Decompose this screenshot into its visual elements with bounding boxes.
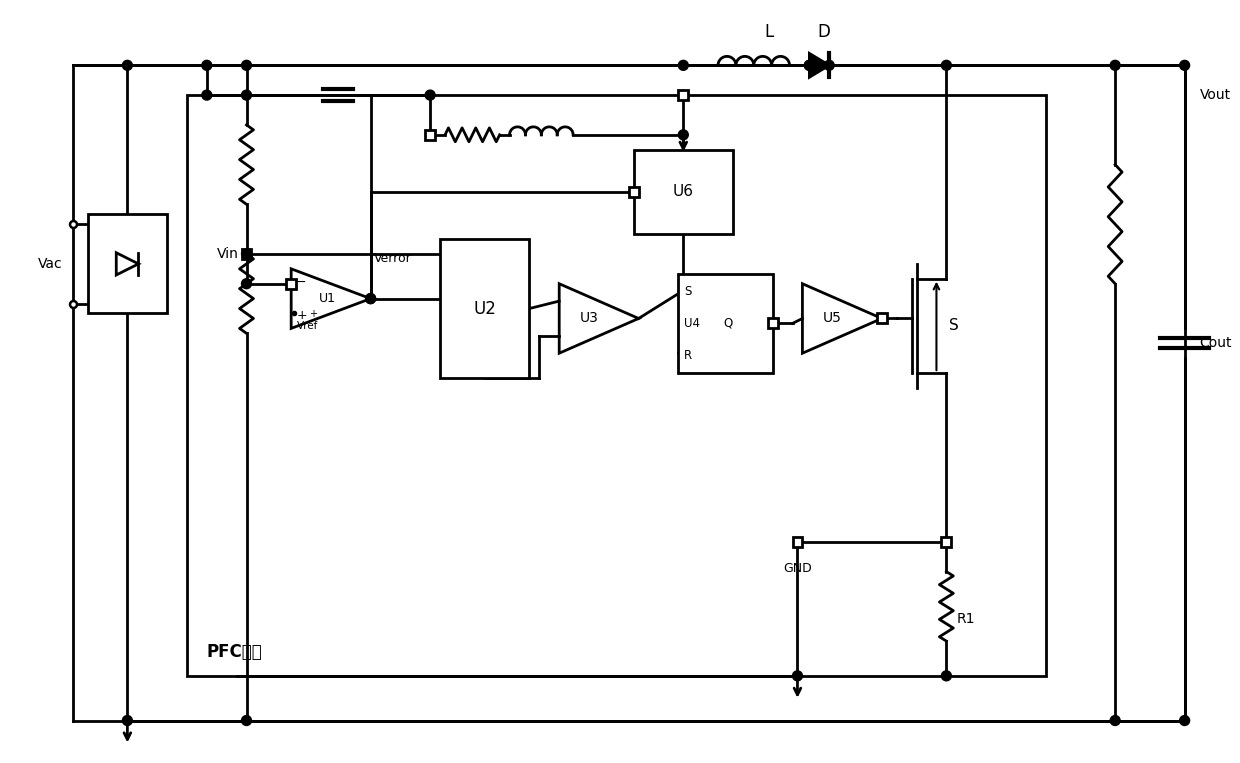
Circle shape bbox=[202, 60, 212, 70]
Circle shape bbox=[242, 60, 252, 70]
Circle shape bbox=[1110, 60, 1120, 70]
Bar bbox=[941, 537, 951, 547]
Polygon shape bbox=[810, 53, 830, 77]
Circle shape bbox=[678, 60, 688, 70]
Text: S: S bbox=[950, 318, 959, 333]
Circle shape bbox=[1179, 60, 1189, 70]
Text: U1: U1 bbox=[319, 292, 335, 305]
Circle shape bbox=[242, 716, 252, 726]
Circle shape bbox=[242, 249, 252, 259]
Bar bbox=[286, 278, 296, 288]
Circle shape bbox=[1110, 716, 1120, 726]
Text: Vref: Vref bbox=[298, 321, 319, 331]
Bar bbox=[187, 95, 1045, 676]
Circle shape bbox=[366, 294, 376, 304]
Text: U4: U4 bbox=[684, 317, 701, 330]
Text: +: + bbox=[296, 309, 306, 322]
Circle shape bbox=[1179, 716, 1189, 726]
Text: GND: GND bbox=[784, 562, 812, 575]
Text: U3: U3 bbox=[580, 311, 599, 326]
Text: D: D bbox=[818, 22, 831, 40]
Bar bbox=[88, 214, 167, 314]
Circle shape bbox=[825, 60, 835, 70]
Circle shape bbox=[805, 60, 815, 70]
Circle shape bbox=[941, 60, 951, 70]
Bar bbox=[678, 274, 773, 373]
Circle shape bbox=[123, 60, 133, 70]
Text: Verror: Verror bbox=[373, 253, 412, 266]
Bar bbox=[242, 249, 252, 259]
Bar bbox=[425, 130, 435, 140]
Text: S: S bbox=[684, 285, 692, 298]
Circle shape bbox=[123, 716, 133, 726]
Circle shape bbox=[792, 671, 802, 681]
Text: U2: U2 bbox=[474, 300, 496, 317]
Text: R: R bbox=[684, 349, 692, 362]
Bar bbox=[678, 90, 688, 100]
Text: Vac: Vac bbox=[38, 257, 63, 271]
Bar bbox=[768, 318, 777, 328]
Circle shape bbox=[242, 90, 252, 100]
Text: PFC电路: PFC电路 bbox=[207, 643, 263, 661]
Circle shape bbox=[678, 130, 688, 140]
Bar bbox=[440, 239, 529, 378]
Text: L: L bbox=[764, 22, 774, 40]
Text: Cout: Cout bbox=[1199, 336, 1233, 350]
Circle shape bbox=[366, 294, 376, 304]
Text: U5: U5 bbox=[823, 311, 842, 326]
Bar bbox=[792, 537, 802, 547]
Text: −: − bbox=[296, 275, 306, 288]
Circle shape bbox=[242, 278, 252, 288]
Text: Vout: Vout bbox=[1199, 88, 1230, 102]
Text: Q: Q bbox=[723, 317, 733, 330]
Text: Vin: Vin bbox=[217, 247, 238, 261]
Circle shape bbox=[202, 90, 212, 100]
Circle shape bbox=[941, 671, 951, 681]
Circle shape bbox=[805, 60, 815, 70]
Bar bbox=[877, 314, 887, 324]
Bar bbox=[634, 150, 733, 234]
Text: R1: R1 bbox=[956, 612, 975, 626]
Text: +: + bbox=[309, 310, 317, 320]
Text: U6: U6 bbox=[673, 185, 694, 199]
Bar bbox=[629, 187, 639, 197]
Circle shape bbox=[425, 90, 435, 100]
